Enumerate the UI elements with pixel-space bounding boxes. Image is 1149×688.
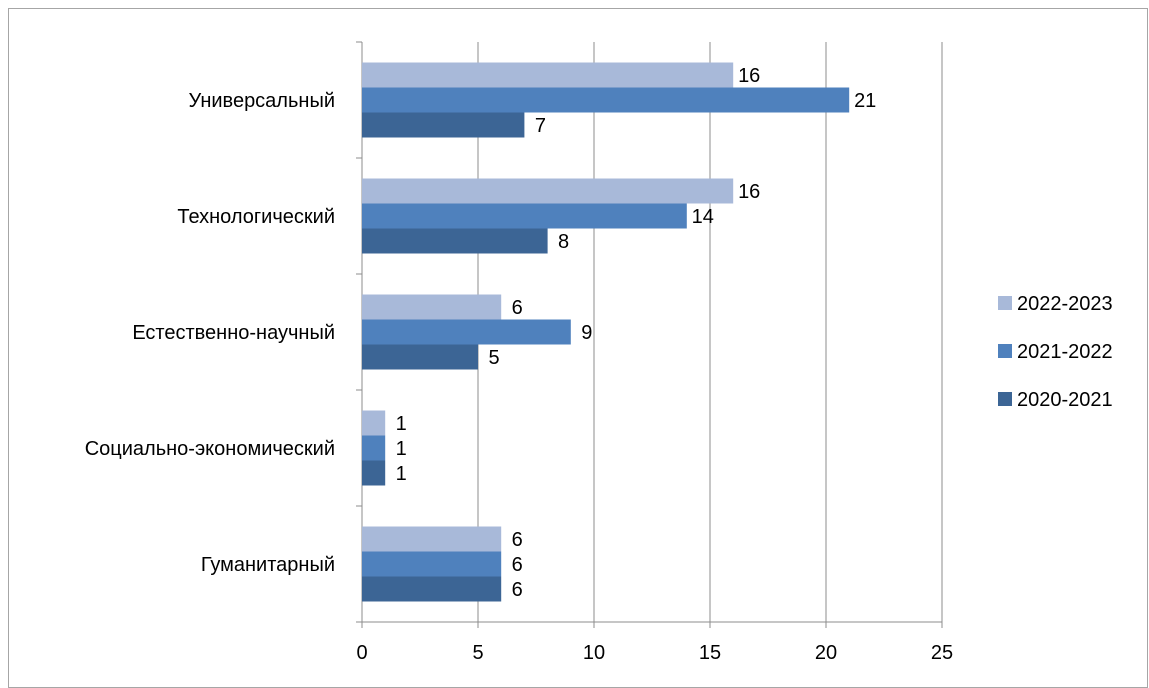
data-label: 6 (512, 297, 523, 319)
bar (362, 204, 687, 229)
data-label: 9 (581, 322, 592, 344)
bar (362, 436, 385, 461)
legend-label: 2020-2021 (1017, 389, 1113, 411)
data-label: 5 (488, 347, 499, 369)
x-tick-label: 10 (583, 642, 605, 664)
x-tick-label: 20 (815, 642, 837, 664)
bar (362, 88, 849, 113)
data-label: 6 (512, 529, 523, 551)
data-label: 1 (396, 438, 407, 460)
data-label: 1 (396, 413, 407, 435)
bar (362, 411, 385, 436)
legend-label: 2021-2022 (1017, 341, 1113, 363)
data-label: 6 (512, 579, 523, 601)
category-label: Социально-экономический (85, 438, 335, 460)
data-label: 16 (738, 181, 760, 203)
data-label: 8 (558, 231, 569, 253)
x-tick-label: 25 (931, 642, 953, 664)
data-label: 21 (854, 90, 876, 112)
data-label: 1 (396, 463, 407, 485)
x-tick-label: 0 (356, 642, 367, 664)
legend-swatch (998, 392, 1012, 406)
legend-label: 2022-2023 (1017, 293, 1113, 315)
bar (362, 527, 501, 552)
category-label: Технологический (177, 206, 335, 228)
bar (362, 345, 478, 370)
bar (362, 461, 385, 486)
legend-swatch (998, 296, 1012, 310)
bar (362, 229, 548, 254)
data-label: 14 (692, 206, 714, 228)
x-tick-label: 5 (472, 642, 483, 664)
bar (362, 179, 733, 204)
category-label: Гуманитарный (201, 554, 335, 576)
bar (362, 577, 501, 602)
data-label: 7 (535, 115, 546, 137)
data-label: 16 (738, 65, 760, 87)
bar (362, 552, 501, 577)
category-label: Естественно-научный (132, 322, 335, 344)
bar (362, 113, 524, 138)
category-label: Универсальный (189, 90, 335, 112)
bar (362, 295, 501, 320)
bar (362, 320, 571, 345)
legend-swatch (998, 344, 1012, 358)
x-tick-label: 15 (699, 642, 721, 664)
data-label: 6 (512, 554, 523, 576)
bar (362, 63, 733, 88)
